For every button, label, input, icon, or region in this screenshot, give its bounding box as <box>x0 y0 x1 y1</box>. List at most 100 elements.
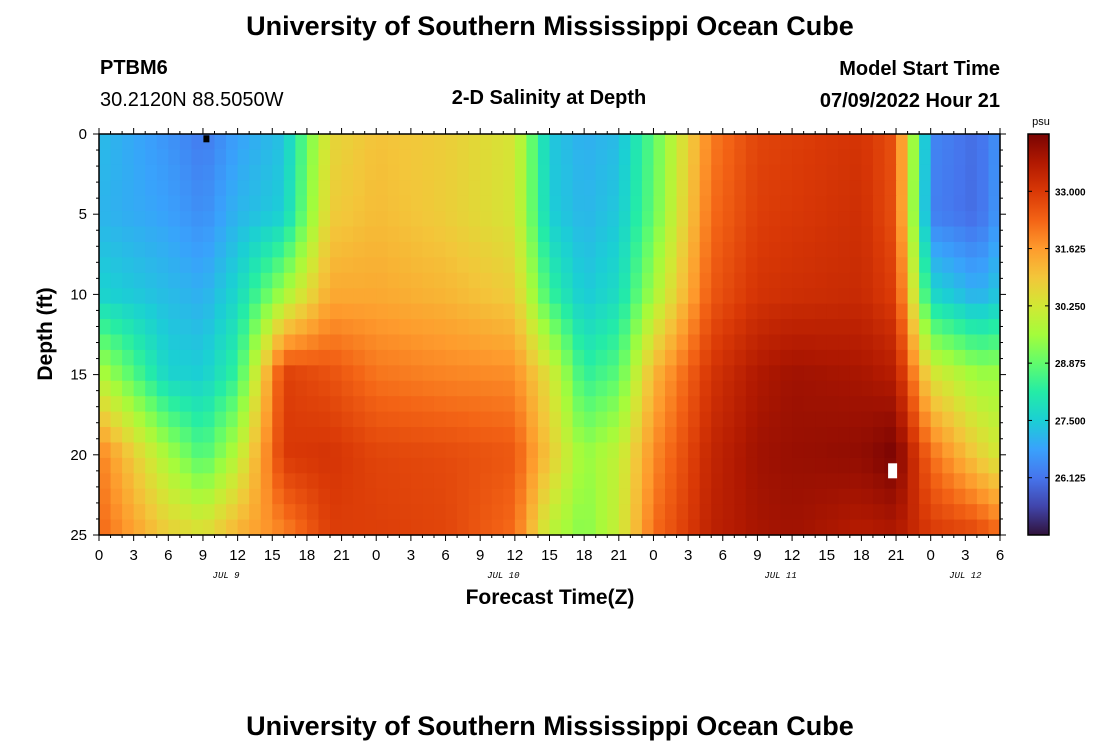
heatmap-cell <box>919 504 932 521</box>
heatmap-cell <box>884 396 897 413</box>
heatmap-cell <box>595 149 608 166</box>
heatmap-cell <box>584 180 597 197</box>
heatmap-cell <box>341 411 354 428</box>
heatmap-cell <box>884 488 897 505</box>
heatmap-cell <box>768 257 782 274</box>
heatmap-cell <box>514 488 527 505</box>
heatmap-cell <box>272 334 285 351</box>
heatmap-cell <box>330 164 343 181</box>
heatmap-cell <box>399 473 412 490</box>
heatmap-cell <box>872 427 886 444</box>
heatmap-cell <box>318 303 331 320</box>
heatmap-cell <box>896 303 909 320</box>
heatmap-cell <box>780 211 793 228</box>
heatmap-cell <box>953 427 966 444</box>
heatmap-cell <box>988 257 1001 274</box>
heatmap-cell <box>792 457 805 474</box>
heatmap-cell <box>353 427 366 444</box>
heatmap-cell <box>526 349 539 366</box>
heatmap-cell <box>722 442 735 459</box>
heatmap-cell <box>665 334 678 351</box>
heatmap-cell <box>491 195 504 212</box>
heatmap-cell <box>387 488 400 505</box>
heatmap-cell <box>457 427 470 444</box>
heatmap-cell <box>99 427 112 444</box>
heatmap-cell <box>907 164 920 181</box>
heatmap-cell <box>792 519 805 536</box>
heatmap-cell <box>803 241 816 258</box>
heatmap-cell <box>145 180 158 197</box>
heatmap-cell <box>711 504 724 521</box>
heatmap-cell <box>457 241 470 258</box>
heatmap-cell <box>295 411 308 428</box>
heatmap-cell <box>214 288 227 305</box>
heatmap-cell <box>838 519 851 536</box>
heatmap-cell <box>768 365 782 382</box>
heatmap-cell <box>480 257 493 274</box>
heatmap-cell <box>572 519 585 536</box>
heatmap-cell <box>526 134 539 151</box>
heatmap-cell <box>965 272 978 289</box>
heatmap-cell <box>884 180 897 197</box>
heatmap-cell <box>133 380 146 397</box>
heatmap-cell <box>561 457 574 474</box>
heatmap-cell <box>768 272 782 289</box>
heatmap-cell <box>99 365 112 382</box>
heatmap-cell <box>364 504 377 521</box>
heatmap-cell <box>930 149 943 166</box>
heatmap-cell <box>734 457 747 474</box>
heatmap-cell <box>676 380 689 397</box>
heatmap-cell <box>584 303 597 320</box>
heatmap-cell <box>549 488 562 505</box>
heatmap-cell <box>965 257 978 274</box>
heatmap-cell <box>503 519 516 536</box>
heatmap-cell <box>295 380 308 397</box>
heatmap-cell <box>514 442 527 459</box>
heatmap-cell <box>491 303 504 320</box>
heatmap-cell <box>295 504 308 521</box>
heatmap-cell <box>780 427 793 444</box>
heatmap-cell <box>341 226 354 243</box>
heatmap-cell <box>191 226 204 243</box>
heatmap-cell <box>214 180 227 197</box>
heatmap-cell <box>503 272 516 289</box>
heatmap-cell <box>653 473 666 490</box>
heatmap-cell <box>861 303 874 320</box>
heatmap-cell <box>353 272 366 289</box>
heatmap-cell <box>457 180 470 197</box>
heatmap-cell <box>156 226 169 243</box>
heatmap-cell <box>734 411 747 428</box>
heatmap-cell <box>526 303 539 320</box>
heatmap-cell <box>491 349 504 366</box>
heatmap-cell <box>99 164 112 181</box>
heatmap-cell <box>618 488 631 505</box>
heatmap-cell <box>780 164 793 181</box>
heatmap-cell <box>260 488 273 505</box>
heatmap-cell <box>237 519 250 536</box>
day-label: JUL 12 <box>949 571 982 581</box>
heatmap-cell <box>330 457 343 474</box>
heatmap-cell <box>330 226 343 243</box>
heatmap-cell <box>676 473 689 490</box>
heatmap-cell <box>387 457 400 474</box>
heatmap-cell <box>514 519 527 536</box>
heatmap-cell <box>965 241 978 258</box>
heatmap-cell <box>410 519 424 536</box>
heatmap-cell <box>607 473 620 490</box>
heatmap-cell <box>179 519 193 536</box>
heatmap-cell <box>872 226 886 243</box>
heatmap-cell <box>699 288 712 305</box>
heatmap-cell <box>884 349 897 366</box>
heatmap-cell <box>514 180 527 197</box>
heatmap-cell <box>422 504 435 521</box>
heatmap-cell <box>618 473 631 490</box>
heatmap-cell <box>133 149 146 166</box>
heatmap-cell <box>156 442 169 459</box>
heatmap-cell <box>688 349 701 366</box>
heatmap-cell <box>468 195 481 212</box>
heatmap-cell <box>653 411 666 428</box>
heatmap-cell <box>191 473 204 490</box>
colorbar-unit: psu <box>1032 116 1050 128</box>
heatmap-cell <box>780 396 793 413</box>
heatmap-cell <box>780 241 793 258</box>
